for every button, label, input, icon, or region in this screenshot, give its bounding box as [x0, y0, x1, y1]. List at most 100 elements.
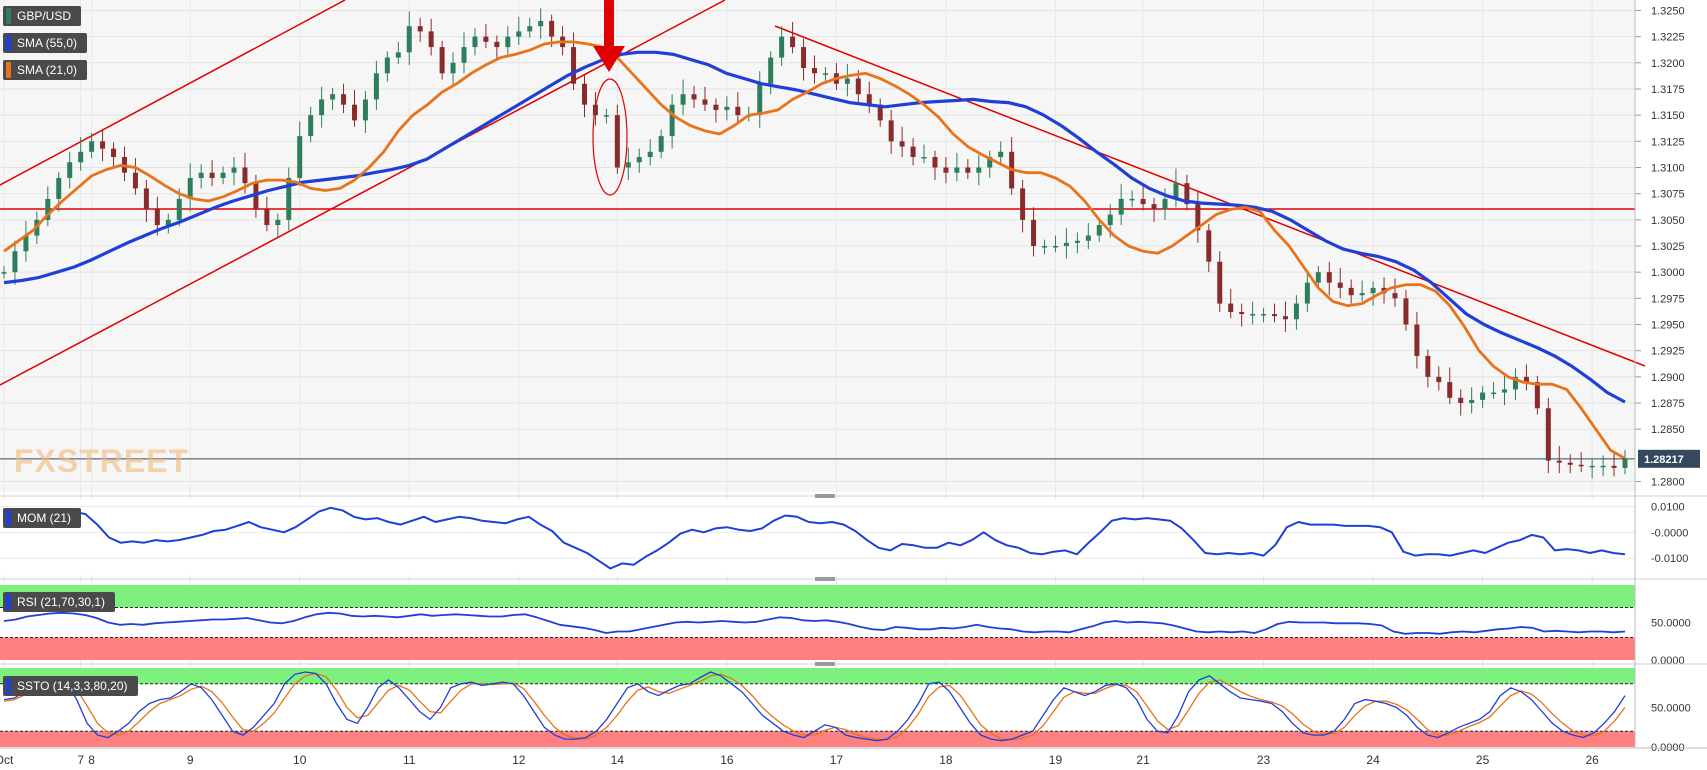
candle-body [89, 141, 95, 152]
candle-body [1326, 272, 1332, 283]
candle-body [1217, 261, 1223, 304]
legend-symbol[interactable]: GBP/USD [3, 6, 82, 26]
candle-body [954, 167, 960, 173]
mom-tick-label: -0.0100 [1651, 553, 1688, 565]
candle-body [461, 47, 467, 63]
candle-body [417, 26, 423, 32]
candle-body [1173, 183, 1179, 199]
candle-body [822, 73, 828, 75]
candle-body [1480, 392, 1486, 400]
legend-swatch-symbol [6, 8, 11, 24]
candle-body [768, 57, 774, 84]
candle-body [1315, 272, 1321, 283]
candle-body [1414, 324, 1420, 356]
candle-body [1425, 355, 1431, 377]
candle-body [111, 148, 117, 158]
candle-body [1523, 376, 1529, 383]
rsi-tick-label: 50.0000 [1651, 618, 1691, 630]
pane-resize-handle [815, 494, 835, 498]
candle-body [943, 167, 949, 173]
rsi-tick-label: 0.0000 [1651, 655, 1685, 667]
price-tick-label: 1.3050 [1651, 215, 1685, 227]
date-tick-label: 14 [611, 753, 625, 767]
candle-body [1622, 458, 1628, 468]
candle-body [779, 36, 785, 58]
date-tick-label: 17 [830, 753, 844, 767]
date-tick-label: 16 [720, 753, 734, 767]
candle-body [1085, 235, 1091, 241]
candle-body [351, 104, 357, 121]
candle-body [1272, 314, 1278, 317]
candle-body [855, 78, 861, 95]
candle-body [538, 20, 544, 27]
candle-body [932, 157, 938, 168]
candle-body [1359, 293, 1365, 296]
legend-rsi[interactable]: RSI (21,70,30,1) [3, 592, 116, 612]
candle-body [1304, 282, 1310, 304]
price-tick-label: 1.2975 [1651, 293, 1685, 305]
candle-body [1140, 198, 1146, 205]
candle-body [1195, 204, 1201, 231]
candle-body [910, 146, 916, 158]
legend-sma55-label: SMA (55,0) [17, 36, 78, 50]
candle-body [844, 78, 850, 84]
legend-mom[interactable]: MOM (21) [3, 508, 81, 528]
candle-body [100, 141, 106, 149]
legend-ssto[interactable]: SSTO (14,3,3,80,20) [3, 676, 138, 696]
price-tick-label: 1.2850 [1651, 424, 1685, 436]
candle-body [965, 167, 971, 173]
candle-body [341, 94, 347, 105]
legend-sma21[interactable]: SMA (21,0) [3, 60, 88, 80]
candle-body [275, 219, 281, 226]
candle-body [1250, 314, 1256, 316]
candle-body [209, 172, 215, 178]
candle-body [253, 183, 259, 210]
pane-resize-handle [815, 577, 835, 581]
candle-body [987, 157, 993, 168]
candle-body [1469, 399, 1475, 404]
candle-body [242, 167, 248, 184]
candle-body [614, 115, 620, 168]
price-tick-label: 1.3200 [1651, 58, 1685, 70]
legend-swatch-sma21 [6, 62, 11, 78]
price-tick-label: 1.3225 [1651, 32, 1685, 44]
candle-body [187, 177, 193, 199]
legend-mom-label: MOM (21) [17, 511, 71, 525]
candle-body [1370, 287, 1376, 294]
rsi-overbought-band [0, 585, 1635, 608]
channel-lower-line [0, 0, 726, 386]
candle-body [691, 94, 697, 100]
candle-body [757, 83, 763, 116]
candle-body [1293, 303, 1299, 320]
candle-body [45, 198, 51, 220]
date-tick-label: 23 [1257, 753, 1271, 767]
candle-body [384, 57, 390, 74]
date-tick-label: 21 [1136, 753, 1150, 767]
price-tick-label: 1.3175 [1651, 84, 1685, 96]
legend-swatch-ssto [6, 678, 11, 694]
legend-sma55[interactable]: SMA (55,0) [3, 33, 88, 53]
candle-body [1491, 392, 1497, 395]
legend-symbol-label: GBP/USD [17, 9, 72, 23]
channel-upper-line [0, 0, 346, 186]
candle-body [1545, 408, 1551, 461]
candle-body [812, 68, 817, 74]
last-price-label: 1.28217 [1644, 454, 1684, 466]
price-tick-label: 1.2950 [1651, 320, 1685, 332]
ssto-k-line [3, 671, 1626, 742]
legend-sma21-label: SMA (21,0) [17, 63, 78, 77]
candle-body [713, 104, 719, 110]
candle-body [220, 172, 226, 178]
candle-body [680, 94, 686, 105]
candle-body [1567, 462, 1573, 465]
candle-body [921, 157, 927, 159]
candle-body [603, 115, 609, 117]
candle-body [373, 73, 379, 100]
candle-body [1348, 287, 1354, 296]
candle-body [1502, 389, 1508, 393]
candle-body [395, 52, 401, 58]
candle-body [505, 36, 511, 48]
candle-body [1534, 382, 1540, 409]
candle-body [516, 31, 522, 37]
